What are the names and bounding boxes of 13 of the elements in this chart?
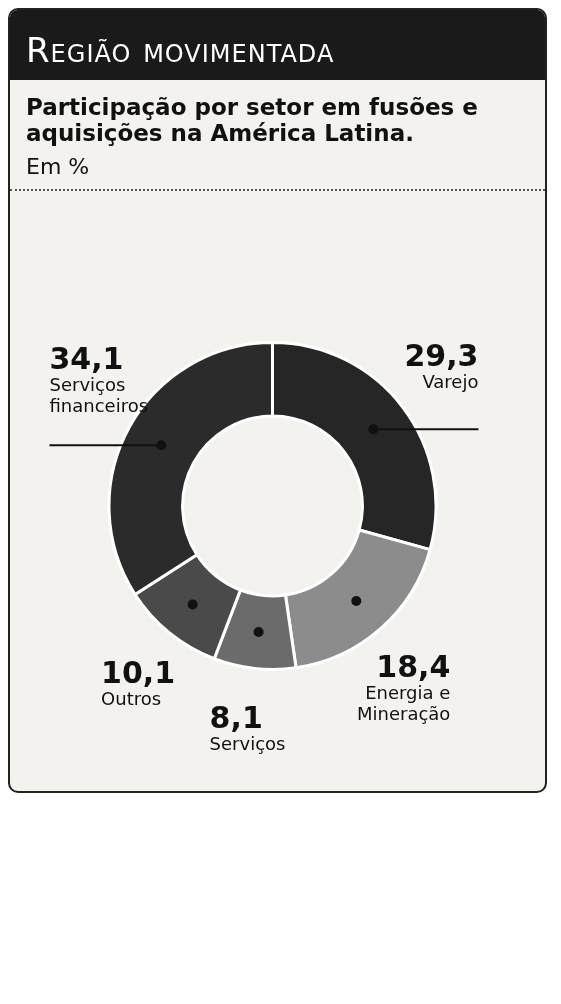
slice-label: Serviços financeiros (49, 374, 149, 417)
data-label: 34,1 (49, 341, 124, 377)
data-label: 18,4 (376, 649, 451, 685)
data-label: 29,3 (404, 337, 479, 373)
chart-subtitle: Participação por setor em fusões e aquisições na América Latina. (25, 93, 479, 148)
data-label: 10,1 (101, 654, 176, 690)
chart-title: Região movimentada (10, 10, 545, 80)
data-label: 8,1 (209, 700, 263, 736)
slice-label: Serviços (209, 733, 286, 755)
slice-label: Outros (101, 687, 162, 709)
slice-label: Energia e Mineração (356, 682, 451, 725)
text: Em % (10, 154, 545, 191)
slice-label: Varejo (422, 370, 479, 392)
